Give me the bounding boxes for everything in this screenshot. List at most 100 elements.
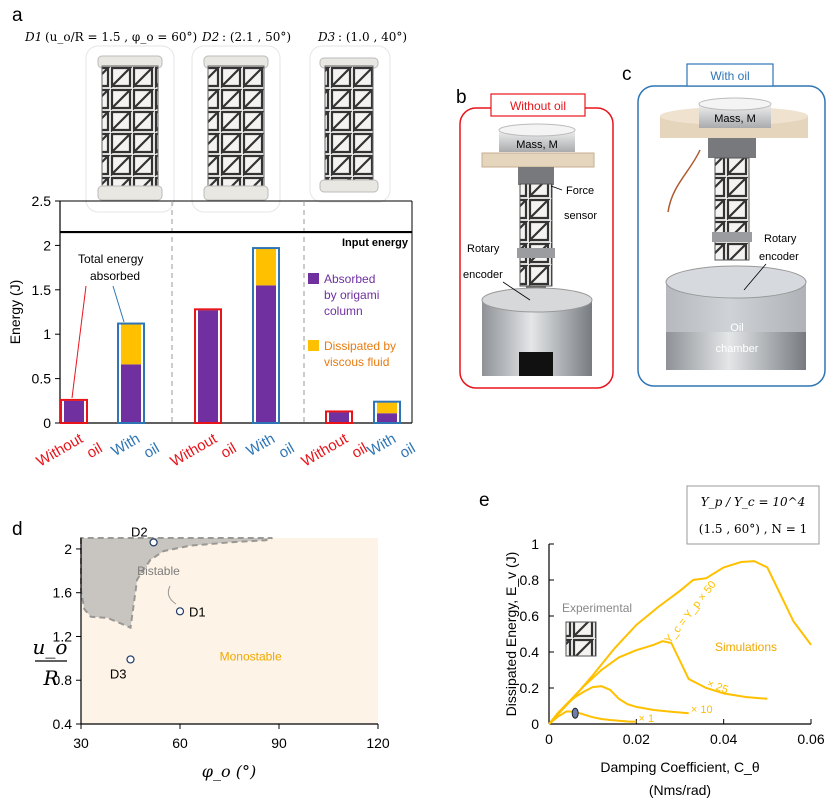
line-ytick-label: 0.2: [520, 680, 540, 696]
info-box: [686, 485, 820, 545]
line-ytick-label: 0.4: [520, 644, 540, 660]
info-line-2: (1.5 , 60°) , N = 1: [699, 522, 807, 536]
phase-ytick-label: 2: [64, 541, 72, 557]
photo-c-chamber-2: chamber: [716, 343, 759, 355]
phase-ytick-label: 1.2: [53, 628, 73, 644]
phase-point: [126, 655, 135, 664]
sim-series-label: Y_c = Y_p × 50: [663, 579, 719, 646]
photo-b-force-2: sensor: [564, 210, 597, 222]
sim-series-line: [548, 710, 637, 725]
bar-xlabel-line1: With: [244, 430, 278, 460]
bistable-label: Bistable: [137, 564, 180, 578]
bar-ytick-label: 2: [43, 237, 51, 253]
experimental-point: [571, 707, 579, 719]
bar-xlabel-line1: Without: [298, 430, 351, 471]
line-ylabel: Dissipated Energy, E_v (J): [503, 552, 519, 717]
photo-c-mass: Mass, M: [714, 113, 756, 125]
bar-dissipated: [256, 248, 276, 286]
bar-total-outline: [117, 322, 145, 425]
line-xtick-label: 0: [545, 731, 553, 747]
origami-photo-d3: [309, 45, 391, 203]
legend-dissipated-1: Dissipated by: [324, 339, 396, 353]
photo-without-oil: Without oil Mass, M Force sensor Rotary …: [459, 93, 614, 389]
bar-xlabel-line2: oil: [349, 440, 371, 462]
sim-series-line: [548, 685, 689, 725]
design-d3-params: : (1.0 , 40°): [338, 30, 407, 44]
total-energy-annotation-1: Total energy: [78, 252, 143, 266]
photo-b-encoder-1: Rotary: [467, 243, 500, 255]
bar-xlabel-line2: oil: [397, 440, 419, 462]
phase-point: [149, 538, 158, 547]
bar-ytick-label: 0: [43, 415, 51, 431]
annotation-pointer-without: [71, 285, 87, 399]
bar-dissipated: [377, 402, 397, 414]
design-d2-name: D2: [201, 30, 219, 44]
line-ytick-label: 0.6: [520, 608, 540, 624]
legend-absorbed-swatch: [308, 273, 319, 284]
phase-xtick-label: 90: [271, 735, 287, 751]
bar-xlabel-line1: Without: [33, 430, 86, 471]
design-d3-name: D3: [317, 30, 336, 44]
energy-bar-chart: Energy (J) 0 0.5 1 1.5 2 2.5 Input energy Wit…: [7, 193, 419, 471]
line-xtick-label: 0.02: [623, 731, 650, 747]
bar-absorbed: [64, 400, 84, 423]
bar-xlabel-line2: oil: [84, 440, 106, 462]
line-xlabel: Damping Coefficient, C_θ: [600, 759, 759, 775]
panel-label-e: e: [479, 490, 490, 511]
sim-series-label: × 25: [705, 678, 730, 697]
photo-b-mass: Mass, M: [516, 139, 558, 151]
phase-xlabel: φ_o (°): [202, 762, 256, 781]
bar-absorbed: [329, 412, 349, 423]
bistable-region: [80, 537, 273, 630]
bar-ytick-label: 1.5: [32, 282, 52, 298]
photo-b-encoder-2: encoder: [463, 269, 503, 281]
panel-label-d: d: [12, 519, 23, 540]
line-xtick-label: 0.04: [710, 731, 737, 747]
bar-xlabel-line1: With: [109, 430, 143, 460]
design-d1-name: D1: [24, 30, 42, 44]
bar-total-outline: [252, 247, 280, 424]
photo-b-force-1: Force: [566, 185, 594, 197]
phase-ytick-label: 1.6: [53, 585, 73, 601]
info-line-1: Y_p / Y_c = 10^4: [701, 495, 806, 509]
photo-with-oil: With oil Mass, M Rotary encoder Oil cham…: [637, 63, 826, 387]
line-ytick-label: 1: [531, 536, 539, 552]
bar-xlabel-line2: oil: [218, 440, 240, 462]
phase-point-label: D1: [189, 604, 206, 619]
photo-c-encoder-1: Rotary: [764, 233, 797, 245]
experimental-thumbnail: [565, 621, 597, 657]
line-xtick-label: 0.06: [797, 731, 824, 747]
bar-ytick-label: 0.5: [32, 371, 52, 387]
total-energy-annotation-2: absorbed: [90, 269, 140, 283]
phase-ylabel-top: u_o: [33, 635, 68, 659]
legend-absorbed-3: column: [324, 304, 363, 318]
line-xlabel-units: (Nms/rad): [649, 782, 711, 798]
phase-ytick-label: 0.4: [53, 716, 73, 732]
bar-dissipated: [121, 323, 141, 365]
bar-total-outline: [194, 308, 222, 424]
phase-xtick-label: 120: [366, 735, 390, 751]
phase-ytick-label: 0.8: [53, 672, 73, 688]
phase-diagram: 30 60 90 120 0.4 0.8 1.2 1.6 2 D1 D2 D3 Bistable M…: [33, 524, 390, 781]
bar-xlabel-line1: With: [365, 430, 399, 460]
origami-photo-d2: [191, 45, 281, 213]
input-energy-label: Input energy: [342, 237, 409, 249]
phase-point-label: D3: [110, 666, 127, 681]
photo-c-title: With oil: [710, 69, 749, 83]
legend-absorbed-2: by origami: [324, 288, 379, 302]
photo-c-chamber-1: Oil: [730, 322, 743, 334]
bar-total-outline: [325, 410, 353, 424]
annotation-pointer-with: [112, 285, 125, 323]
bar-xlabel-line1: Without: [167, 430, 220, 471]
bar-xlabel-line2: oil: [276, 440, 298, 462]
bar-ytick-label: 1: [43, 326, 51, 342]
bar-total-outline: [373, 400, 401, 424]
panel-label-c: c: [622, 64, 632, 85]
